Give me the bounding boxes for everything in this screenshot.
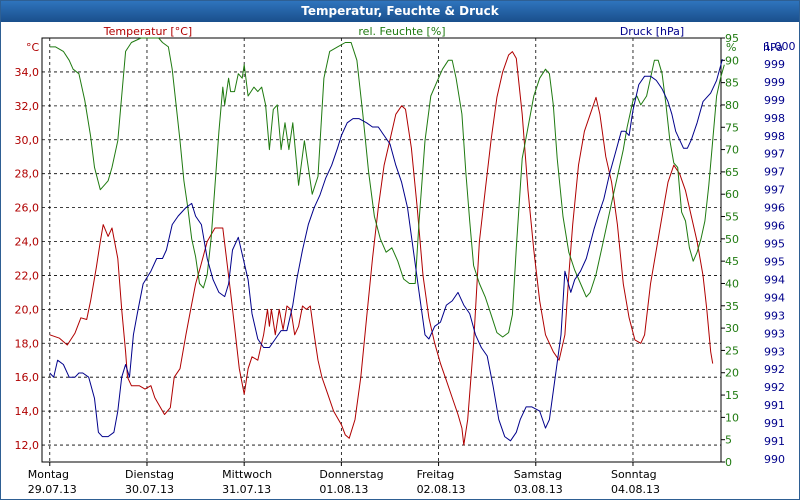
y-tick-right1: 75 <box>725 121 739 134</box>
y-tick-left: 24,0 <box>15 236 40 249</box>
y-tick-right2: 993 <box>764 327 785 340</box>
y-tick-right2: 999 <box>764 76 785 89</box>
y-tick-right2: 998 <box>764 112 785 125</box>
y-tick-right2: 996 <box>764 202 785 215</box>
x-tick-date: 01.08.13 <box>319 483 368 496</box>
y-tick-right1: 10 <box>725 411 739 424</box>
y-tick-right2: 991 <box>764 417 785 430</box>
y-tick-left: 18,0 <box>15 337 40 350</box>
x-tick-date: 31.07.13 <box>222 483 271 496</box>
plot-frame <box>41 37 722 463</box>
x-tick-date: 02.08.13 <box>417 483 466 496</box>
y-tick-right1: 45 <box>725 255 739 268</box>
y-tick-left: 28,0 <box>15 168 40 181</box>
y-tick-right1: 35 <box>725 300 739 313</box>
y-tick-right2: 995 <box>764 238 785 251</box>
y-tick-right1: 50 <box>725 233 739 246</box>
y-tick-right1: 80 <box>725 99 739 112</box>
y-unit-right2: hPa <box>763 41 783 54</box>
y-tick-right1: 90 <box>725 54 739 67</box>
y-tick-right1: 20 <box>725 367 739 380</box>
y-tick-right1: 40 <box>725 277 739 290</box>
y-tick-right2: 991 <box>764 399 785 412</box>
x-tick-weekday: Samstag <box>514 468 562 481</box>
y-tick-right2: 993 <box>764 309 785 322</box>
y-tick-right1: 15 <box>725 389 739 402</box>
y-tick-right1: 25 <box>725 344 739 357</box>
x-tick-weekday: Dienstag <box>125 468 174 481</box>
y-tick-right2: 1.000 <box>764 40 796 53</box>
y-tick-right1: 5 <box>725 434 732 447</box>
legend-humidity: rel. Feuchte [%] <box>358 25 445 38</box>
window-title: Temperatur, Feuchte & Druck <box>1 1 799 22</box>
y-tick-right1: 95 <box>725 32 739 45</box>
y-tick-right2: 994 <box>764 291 785 304</box>
x-tick-weekday: Mittwoch <box>222 468 272 481</box>
x-tick-date: 29.07.13 <box>28 483 77 496</box>
y-tick-right2: 991 <box>764 435 785 448</box>
x-tick-date: 04.08.13 <box>611 483 660 496</box>
y-tick-left: 26,0 <box>15 202 40 215</box>
y-tick-left: 16,0 <box>15 371 40 384</box>
y-tick-right2: 993 <box>764 345 785 358</box>
x-tick-weekday: Freitag <box>417 468 455 481</box>
y-tick-left: 12,0 <box>15 439 40 452</box>
y-tick-left: 14,0 <box>15 405 40 418</box>
y-tick-right1: 65 <box>725 166 739 179</box>
y-tick-right2: 997 <box>764 148 785 161</box>
y-tick-right2: 999 <box>764 58 785 71</box>
y-tick-right2: 999 <box>764 94 785 107</box>
y-tick-right2: 998 <box>764 130 785 143</box>
y-tick-left: 32,0 <box>15 100 40 113</box>
y-tick-right1: 60 <box>725 188 739 201</box>
x-tick-date: 30.07.13 <box>125 483 174 496</box>
series-temperature <box>49 51 714 446</box>
series-humidity <box>49 37 725 338</box>
y-tick-right2: 995 <box>764 255 785 268</box>
y-tick-right2: 994 <box>764 273 785 286</box>
y-tick-right2: 997 <box>764 184 785 197</box>
series-pressure <box>49 59 723 442</box>
y-tick-right1: 85 <box>725 77 739 90</box>
x-tick-weekday: Sonntag <box>611 468 657 481</box>
legend-temperature: Temperatur [°C] <box>103 25 192 38</box>
y-unit-right1: % <box>726 41 736 54</box>
y-tick-right2: 990 <box>764 453 785 466</box>
y-tick-right1: 70 <box>725 144 739 157</box>
y-tick-right2: 996 <box>764 220 785 233</box>
y-tick-right1: 55 <box>725 211 739 224</box>
x-tick-weekday: Montag <box>28 468 69 481</box>
x-tick-date: 03.08.13 <box>514 483 563 496</box>
x-tick-weekday: Donnerstag <box>319 468 383 481</box>
y-tick-left: 30,0 <box>15 134 40 147</box>
y-tick-right1: 30 <box>725 322 739 335</box>
y-tick-right2: 992 <box>764 381 785 394</box>
y-tick-left: 34,0 <box>15 66 40 79</box>
legend-pressure: Druck [hPa] <box>620 25 684 38</box>
y-tick-left: 20,0 <box>15 303 40 316</box>
y-tick-right2: 992 <box>764 363 785 376</box>
y-tick-left: 22,0 <box>15 269 40 282</box>
y-tick-right2: 997 <box>764 166 785 179</box>
y-tick-right1: 0 <box>725 456 732 469</box>
y-unit-left: °C <box>26 41 40 54</box>
